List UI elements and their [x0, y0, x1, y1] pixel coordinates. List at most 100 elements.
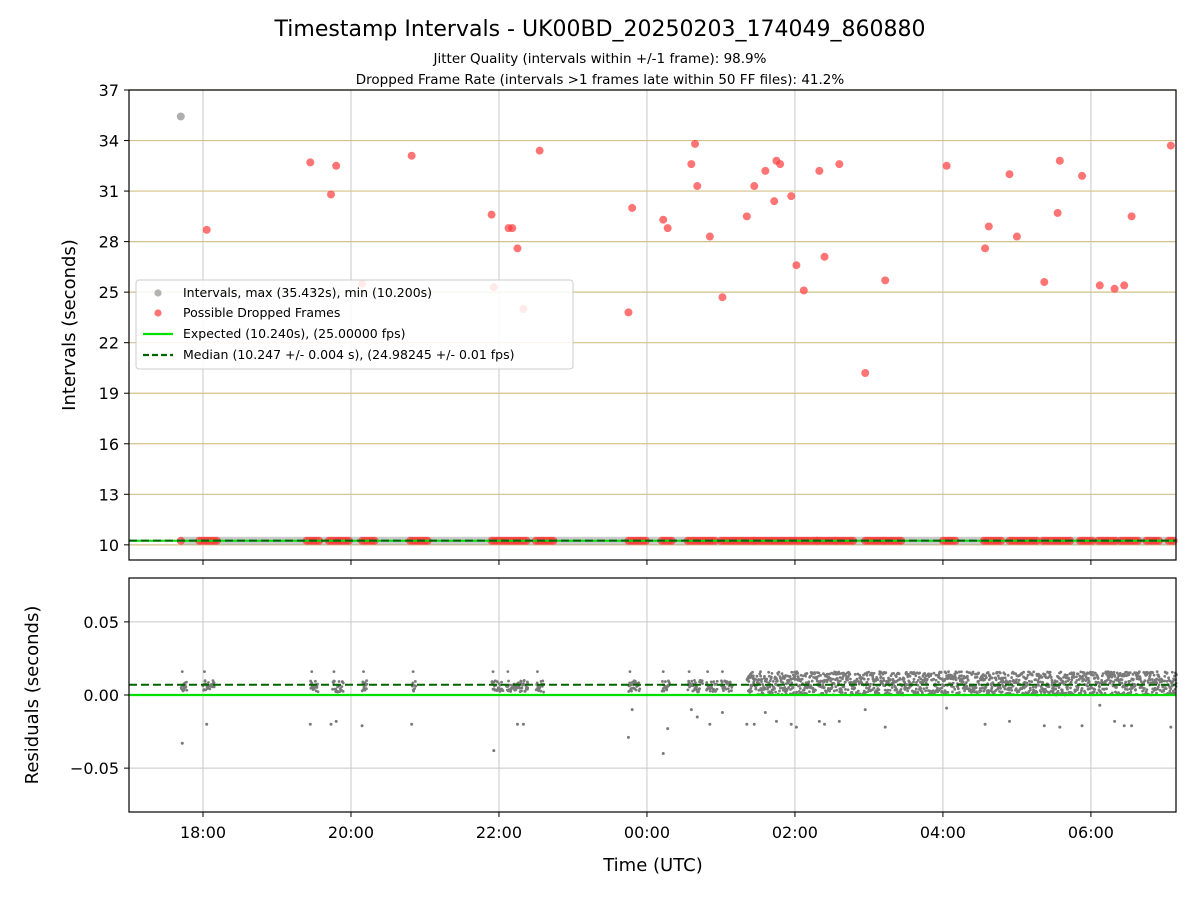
residual-point	[934, 678, 938, 682]
residual-point	[1162, 689, 1166, 693]
residual-point	[1000, 690, 1004, 694]
residual-point	[997, 677, 1001, 680]
residual-point	[992, 672, 995, 676]
residual-point	[796, 671, 800, 675]
residual-point	[903, 688, 907, 691]
residual-point	[866, 677, 870, 681]
residual-point	[1022, 686, 1026, 690]
residual-point	[912, 677, 916, 681]
residual-point	[869, 682, 872, 686]
residual-point	[790, 670, 794, 674]
residual-point	[1113, 673, 1116, 677]
residual-point	[536, 670, 539, 673]
residual-point	[759, 674, 763, 678]
residual-point	[1082, 671, 1086, 675]
residual-point	[956, 687, 960, 691]
residual-outlier	[752, 722, 756, 726]
residual-point	[958, 691, 961, 694]
x-tick-label: 02:00	[772, 823, 818, 842]
residual-point	[768, 679, 772, 683]
residual-point	[1057, 686, 1061, 689]
residual-point	[1108, 681, 1112, 685]
residual-point	[1117, 674, 1121, 678]
residual-outlier	[626, 735, 630, 739]
residual-point	[687, 679, 691, 683]
residual-point	[1028, 688, 1032, 692]
residual-point	[862, 677, 866, 681]
legend: Intervals, max (35.432s), min (10.200s) …	[135, 279, 574, 370]
residual-point	[1041, 681, 1045, 685]
residual-point	[1065, 673, 1069, 677]
residual-point	[954, 678, 958, 682]
residual-outlier	[817, 719, 821, 723]
residual-point	[887, 681, 890, 685]
residual-point	[1096, 676, 1100, 679]
residual-point	[313, 679, 317, 683]
residual-outlier	[708, 722, 712, 726]
residual-point	[937, 674, 941, 677]
residual-point	[1131, 672, 1135, 676]
residual-point	[899, 677, 903, 681]
residual-point	[970, 691, 973, 694]
residual-point	[794, 677, 798, 681]
residual-point	[840, 691, 844, 694]
residual-point	[519, 679, 523, 683]
residual-point	[1155, 670, 1159, 674]
residual-point	[491, 670, 495, 673]
residual-point	[842, 685, 846, 689]
residual-point	[790, 681, 794, 685]
residual-outlier	[661, 752, 665, 755]
dropped-frame-point	[1127, 212, 1136, 221]
residual-point	[780, 672, 784, 676]
residual-point	[500, 680, 503, 684]
residual-point	[932, 671, 936, 675]
residual-point	[923, 676, 927, 680]
residual-point	[781, 681, 785, 685]
residual-point	[906, 689, 910, 693]
residual-point	[884, 671, 887, 675]
residual-point	[662, 689, 666, 692]
residual-point	[506, 670, 510, 673]
residual-point	[715, 679, 719, 683]
dropped-frame-point	[1053, 208, 1062, 217]
residual-point	[996, 674, 1000, 678]
residual-point	[858, 673, 862, 677]
residual-point	[1008, 679, 1012, 683]
residual-point	[1124, 680, 1128, 684]
residual-point	[918, 671, 922, 675]
residual-point	[1149, 681, 1153, 684]
residual-point	[922, 687, 926, 691]
residual-point	[757, 688, 761, 692]
residual-outlier	[1058, 725, 1062, 729]
residual-point	[854, 681, 857, 684]
residual-point	[1069, 686, 1072, 690]
residual-point	[701, 682, 704, 686]
residual-point	[1093, 676, 1097, 680]
residual-point	[1148, 673, 1152, 677]
residual-point	[916, 678, 920, 682]
residual-point	[871, 677, 875, 681]
dropped-frame-point	[327, 190, 336, 199]
residual-point	[766, 687, 769, 691]
residual-point	[1035, 690, 1039, 694]
x-tick-label: 18:00	[180, 823, 226, 842]
residual-point	[906, 675, 910, 679]
residual-point	[853, 672, 857, 676]
bottom-y-tick-label: 0.00	[83, 686, 119, 705]
residual-point	[977, 682, 981, 686]
residual-point	[1053, 679, 1057, 683]
residual-point	[709, 680, 713, 684]
residual-point	[1143, 679, 1147, 683]
residual-point	[749, 687, 753, 690]
residual-point	[1032, 670, 1036, 674]
residual-point	[1059, 670, 1063, 674]
residual-point	[913, 690, 917, 694]
dropped-frame-point	[513, 244, 522, 253]
residual-point	[810, 679, 814, 683]
dropped-frame-point	[1110, 284, 1119, 293]
residual-point	[972, 687, 976, 691]
residual-point	[964, 681, 968, 684]
residual-outlier	[823, 722, 827, 726]
residual-point	[835, 688, 839, 692]
residual-point	[697, 690, 700, 694]
